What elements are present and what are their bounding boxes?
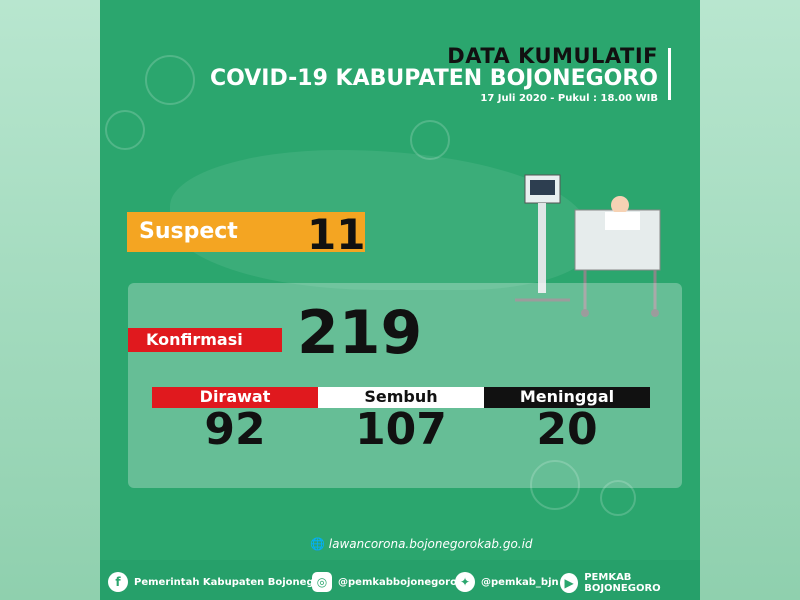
blurred-side-left (0, 0, 100, 600)
facebook-link[interactable]: f Pemerintah Kabupaten Bojonegoro (108, 572, 332, 592)
title-line1: DATA KUMULATIF (447, 44, 658, 68)
youtube-icon: ▶ (560, 573, 579, 593)
youtube-link[interactable]: ▶ PEMKAB BOJONEGORO (560, 572, 700, 594)
facebook-label: Pemerintah Kabupaten Bojonegoro (134, 576, 333, 588)
sembuh-label: Sembuh (318, 387, 484, 408)
konfirmasi-label: Konfirmasi (128, 328, 282, 352)
globe-icon: 🌐 (310, 537, 325, 551)
meninggal-label: Meninggal (484, 387, 650, 408)
suspect-value: 11 (307, 210, 366, 259)
twitter-link[interactable]: ✦ @pemkab_bjn (455, 572, 559, 592)
instagram-link[interactable]: ◎ @pemkabbojonegoro (312, 572, 457, 592)
title-line2: COVID-19 KABUPATEN BOJONEGORO (210, 66, 658, 91)
dirawat-label: Dirawat (152, 387, 318, 408)
footer (100, 560, 700, 600)
virus-icon (530, 460, 580, 510)
instagram-label: @pemkabbojonegoro (338, 576, 457, 588)
konfirmasi-value: 219 (297, 298, 423, 368)
virus-icon (600, 480, 636, 516)
stats-card (128, 283, 682, 488)
suspect-box: Suspect 11 (127, 210, 365, 259)
instagram-icon: ◎ (312, 572, 332, 592)
infographic: DATA KUMULATIF COVID-19 KABUPATEN BOJONE… (100, 0, 700, 600)
divider (668, 48, 671, 100)
sembuh-value: 107 (355, 404, 447, 455)
twitter-icon: ✦ (455, 572, 475, 592)
youtube-label: PEMKAB BOJONEGORO (584, 572, 661, 594)
website-text: lawancorona.bojonegorokab.go.id (328, 537, 533, 551)
facebook-icon: f (108, 572, 128, 592)
date-time: 17 Juli 2020 - Pukul : 18.00 WIB (480, 93, 658, 104)
suspect-label: Suspect (139, 219, 238, 244)
virus-icon (105, 110, 145, 150)
meninggal-value: 20 (536, 404, 598, 455)
twitter-label: @pemkab_bjn (481, 576, 559, 588)
patient-ventilator-illustration (515, 174, 661, 317)
virus-icon (145, 55, 195, 105)
dirawat-value: 92 (204, 404, 266, 455)
blurred-side-right (700, 0, 800, 600)
website-link[interactable]: 🌐 lawancorona.bojonegorokab.go.id (310, 537, 533, 551)
virus-icon (410, 120, 450, 160)
